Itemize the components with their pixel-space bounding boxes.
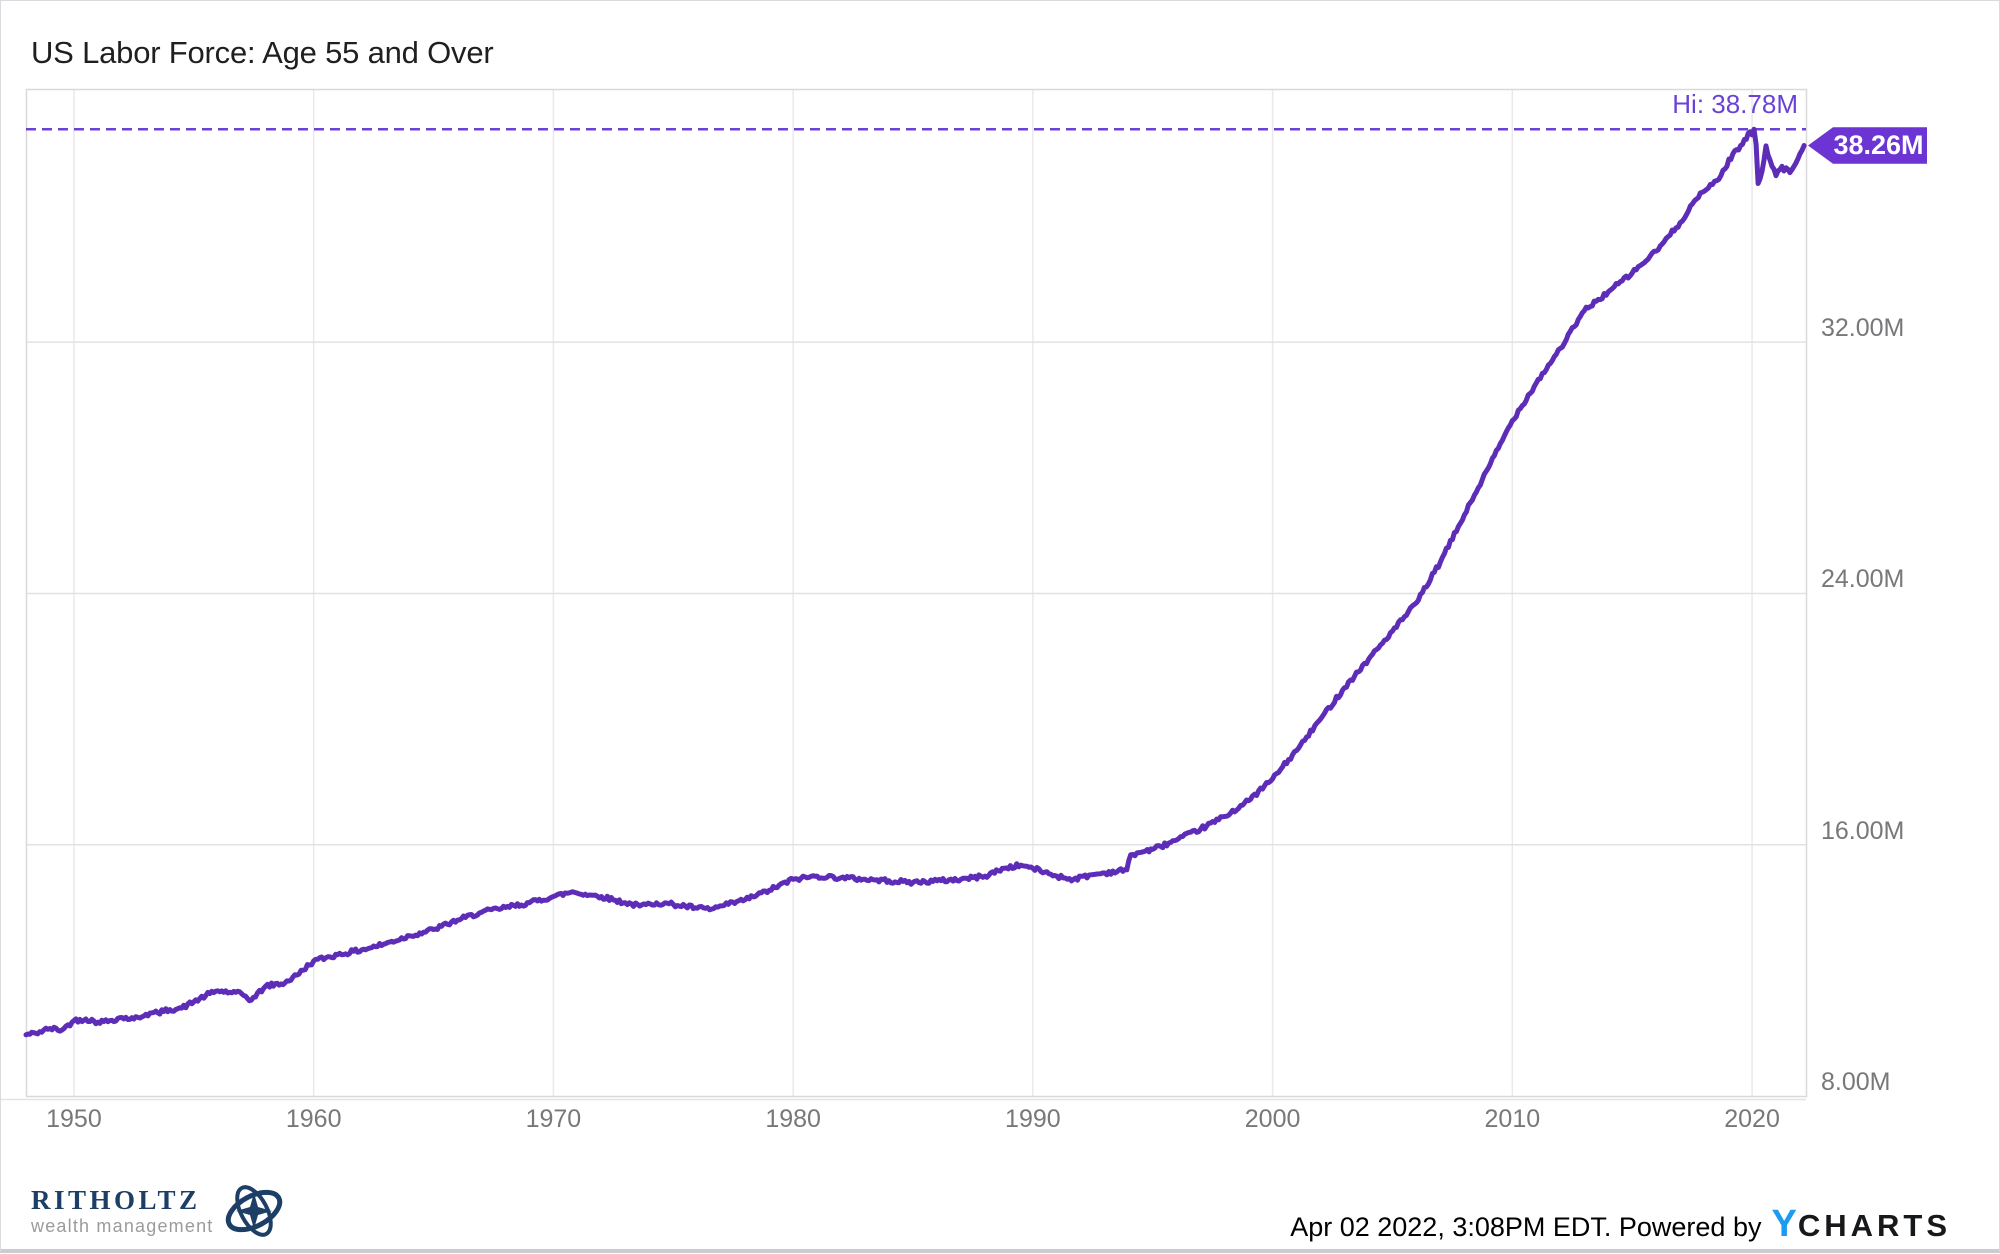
- x-tick-label-1980: 1980: [765, 1105, 821, 1133]
- x-tick-label-2020: 2020: [1724, 1105, 1780, 1133]
- timestamp: Apr 02 2022, 3:08PM EDT. Powered by: [1290, 1212, 1762, 1242]
- plot-border: [25, 88, 1808, 1098]
- y-tick-label-24.00M: 24.00M: [1821, 565, 1905, 594]
- x-tick-label-1960: 1960: [285, 1105, 342, 1133]
- ritholtz-logo: RITHOLTZ wealth management: [31, 1179, 286, 1243]
- ycharts-logo-charts: CHARTS: [1797, 1208, 1951, 1243]
- plot-frame: [1, 88, 1808, 1101]
- x-tick-label-1970: 1970: [525, 1105, 582, 1133]
- vertical-gridlines: [73, 89, 1753, 1096]
- ycharts-logo: Y CHARTS: [1771, 1203, 1951, 1246]
- labor-force-series-line: [23, 126, 1807, 1038]
- x-tick-label-1990: 1990: [1005, 1105, 1061, 1133]
- page-title: US Labor Force: Age 55 and Over: [31, 35, 494, 70]
- ritholtz-compass-icon: [225, 1185, 282, 1237]
- ritholtz-logo-name: RITHOLTZ: [31, 1185, 201, 1215]
- y-tick-label-32.00M: 32.00M: [1821, 314, 1905, 343]
- horizontal-gridlines: [26, 341, 1806, 846]
- x-tick-label-2000: 2000: [1244, 1105, 1301, 1133]
- high-value-label: Hi: 38.78M: [1672, 89, 1798, 120]
- ycharts-logo-y: Y: [1771, 1203, 1798, 1245]
- x-tick-label-1950: 1950: [46, 1105, 102, 1133]
- y-tick-label-16.00M: 16.00M: [1821, 816, 1905, 845]
- ritholtz-logo-subtitle: wealth management: [31, 1216, 214, 1236]
- footer: Apr 02 2022, 3:08PM EDT. Powered by Y CH…: [1290, 1203, 1951, 1246]
- last-value-badge: 38.26M: [1808, 127, 1927, 164]
- y-tick-label-8.00M: 8.00M: [1821, 1068, 1891, 1096]
- x-tick-label-2010: 2010: [1484, 1105, 1541, 1133]
- labor-force-line-path: [23, 126, 1807, 1038]
